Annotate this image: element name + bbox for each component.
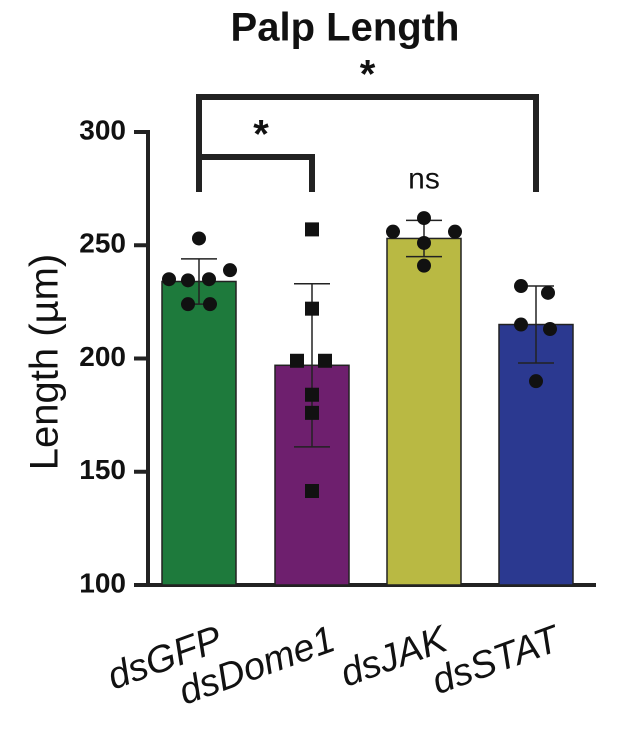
data-point — [290, 353, 304, 368]
data-point — [162, 272, 176, 287]
data-point — [181, 273, 195, 288]
data-point — [305, 301, 319, 316]
y-tick-label: 300 — [79, 114, 126, 145]
data-point — [448, 224, 462, 239]
data-point — [181, 297, 195, 312]
data-point — [514, 317, 528, 332]
data-point — [305, 405, 319, 420]
data-point — [223, 263, 237, 278]
bar — [498, 323, 574, 586]
significance-label: * — [253, 113, 269, 157]
data-point — [305, 484, 319, 499]
data-point — [541, 285, 555, 300]
significance-label: ns — [408, 162, 440, 195]
data-point — [202, 272, 216, 287]
bar — [161, 280, 237, 586]
significance-label: * — [360, 53, 376, 97]
chart-title: Palp Length — [231, 6, 460, 50]
y-tick-label: 200 — [79, 341, 126, 372]
y-tick-label: 100 — [79, 567, 126, 598]
data-point — [529, 374, 543, 389]
data-point — [386, 224, 400, 239]
significance-bracket — [196, 94, 539, 192]
bar — [386, 237, 462, 586]
data-point — [305, 387, 319, 402]
y-axis-label: Length (µm) — [23, 254, 67, 470]
data-point — [305, 222, 319, 237]
data-point — [192, 231, 206, 246]
data-point — [514, 279, 528, 294]
data-point — [417, 211, 431, 226]
data-point — [543, 322, 557, 337]
data-point — [417, 235, 431, 250]
y-tick-label: 250 — [79, 228, 126, 259]
data-point — [203, 297, 217, 312]
data-point — [417, 258, 431, 273]
significance-bracket — [196, 154, 315, 192]
data-point — [318, 353, 332, 368]
x-tick-label: dsSTAT — [426, 617, 567, 702]
y-tick-label: 150 — [79, 454, 126, 485]
